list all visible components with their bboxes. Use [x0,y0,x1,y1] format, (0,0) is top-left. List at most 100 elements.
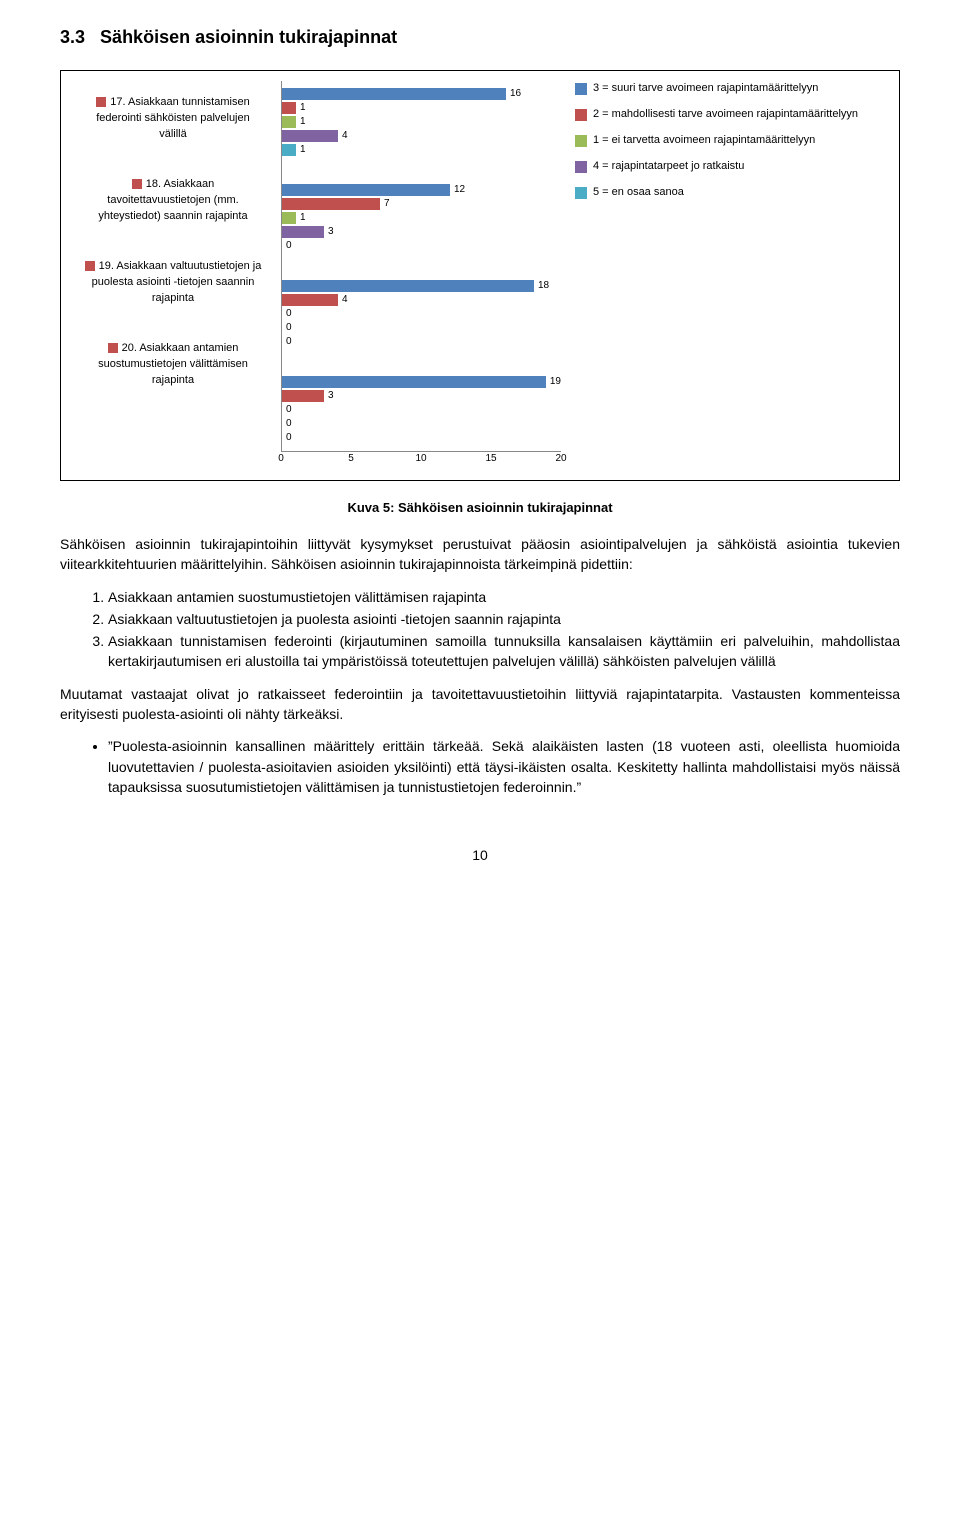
category-label: 18. Asiakkaantavoitettavuustietojen (mm.… [71,163,275,239]
category-swatch-icon [96,97,106,107]
bar [282,102,296,114]
x-axis-tick: 0 [278,452,284,467]
category-label-line: puolesta asiointi -tietojen saannin [71,275,275,291]
category-label-line: 17. Asiakkaan tunnistamisen [110,95,249,111]
category-label-line: välillä [71,127,275,143]
bar-row: 1 [282,101,561,115]
bar-row: 0 [282,239,561,253]
bar-row: 3 [282,225,561,239]
bar-row: 1 [282,143,561,157]
chart-legend: 3 = suuri tarve avoimeen rajapintamäärit… [561,81,889,211]
bar-value-label: 12 [454,183,465,198]
category-swatch-icon [108,343,118,353]
legend-text: 3 = suuri tarve avoimeen rajapintamäärit… [593,81,818,97]
category-label-line: federointi sähköisten palvelujen [71,111,275,127]
bar [282,198,380,210]
bar-value-label: 3 [328,389,334,404]
bar-group: 184000 [282,273,561,355]
legend-text: 1 = ei tarvetta avoimeen rajapintamäärit… [593,133,815,149]
category-label: 19. Asiakkaan valtuutustietojen japuoles… [71,245,275,321]
bar [282,294,338,306]
bar-value-label: 19 [550,375,561,390]
category-label-line: 18. Asiakkaan [146,177,215,193]
category-swatch-icon [85,261,95,271]
bar-row: 0 [282,417,561,431]
x-axis-tick: 10 [415,452,426,467]
bar-row: 3 [282,389,561,403]
legend-item: 4 = rajapintatarpeet jo ratkaistu [575,159,889,175]
page-number: 10 [60,845,900,865]
legend-text: 2 = mahdollisesti tarve avoimeen rajapin… [593,107,858,123]
paragraph-2: Muutamat vastaajat olivat jo ratkaisseet… [60,684,900,725]
bar-row: 12 [282,183,561,197]
section-title: 3.3 Sähköisen asioinnin tukirajapinnat [60,24,900,50]
quote-list: ”Puolesta-asioinnin kansallinen määritte… [108,736,900,797]
bar-value-label: 4 [342,293,348,308]
bar-value-label: 3 [328,225,334,240]
category-label-line: 19. Asiakkaan valtuutustietojen ja [99,259,262,275]
legend-item: 5 = en osaa sanoa [575,185,889,201]
category-swatch-icon [132,179,142,189]
section-number: 3.3 [60,27,85,47]
bar-row: 0 [282,321,561,335]
category-label: 20. Asiakkaan antamiensuostumustietojen … [71,327,275,403]
x-axis-tick: 5 [348,452,354,467]
bar-value-label: 1 [300,115,306,130]
chart-plot-area: 161141127130184000193000 [281,81,561,452]
paragraph-intro: Sähköisen asioinnin tukirajapintoihin li… [60,534,900,575]
bar [282,280,534,292]
bar-row: 1 [282,211,561,225]
bar-value-label: 0 [286,321,292,336]
bar-row: 1 [282,115,561,129]
bar [282,116,296,128]
legend-swatch-icon [575,83,587,95]
legend-swatch-icon [575,135,587,147]
legend-text: 5 = en osaa sanoa [593,185,684,201]
category-label: 17. Asiakkaan tunnistamisenfederointi sä… [71,81,275,157]
bar-value-label: 1 [300,211,306,226]
bar-row: 18 [282,279,561,293]
quote-item: ”Puolesta-asioinnin kansallinen määritte… [108,736,900,797]
bar-row: 0 [282,431,561,445]
list-item: Asiakkaan valtuutustietojen ja puolesta … [108,609,900,629]
figure-caption: Kuva 5: Sähköisen asioinnin tukirajapinn… [60,499,900,518]
category-label-line: 20. Asiakkaan antamien [122,341,239,357]
bar-value-label: 1 [300,143,306,158]
legend-swatch-icon [575,109,587,121]
bar-group: 193000 [282,369,561,451]
bar-value-label: 7 [384,197,390,212]
bar-value-label: 0 [286,403,292,418]
bar [282,184,450,196]
legend-item: 2 = mahdollisesti tarve avoimeen rajapin… [575,107,889,123]
list-item: Asiakkaan tunnistamisen federointi (kirj… [108,631,900,672]
list-item: Asiakkaan antamien suostumustietojen väl… [108,587,900,607]
bar-value-label: 0 [286,239,292,254]
category-label-line: rajapinta [71,373,275,389]
bar [282,130,338,142]
bar-row: 16 [282,87,561,101]
bar-value-label: 0 [286,417,292,432]
bar [282,226,324,238]
bar-row: 0 [282,335,561,349]
bar-value-label: 0 [286,335,292,350]
bar-value-label: 16 [510,87,521,102]
legend-text: 4 = rajapintatarpeet jo ratkaistu [593,159,744,175]
chart-category-labels: 17. Asiakkaan tunnistamisenfederointi sä… [71,81,281,409]
ordered-list: Asiakkaan antamien suostumustietojen väl… [108,587,900,672]
bar-value-label: 0 [286,307,292,322]
chart-container: 17. Asiakkaan tunnistamisenfederointi sä… [60,70,900,481]
legend-item: 1 = ei tarvetta avoimeen rajapintamäärit… [575,133,889,149]
bar-value-label: 4 [342,129,348,144]
x-axis-tick: 20 [555,452,566,467]
bar [282,376,546,388]
bar [282,212,296,224]
bar [282,88,506,100]
bar-group: 12 7 1 3 0 [282,177,561,259]
bar-value-label: 1 [300,101,306,116]
legend-item: 3 = suuri tarve avoimeen rajapintamäärit… [575,81,889,97]
bar-row: 4 [282,293,561,307]
bar-row: 7 [282,197,561,211]
x-axis-tick: 15 [485,452,496,467]
bar [282,144,296,156]
bar-group: 161141 [282,81,561,163]
